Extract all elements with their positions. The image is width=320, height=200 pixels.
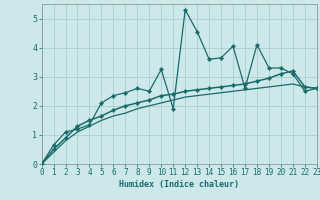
X-axis label: Humidex (Indice chaleur): Humidex (Indice chaleur) bbox=[119, 180, 239, 189]
